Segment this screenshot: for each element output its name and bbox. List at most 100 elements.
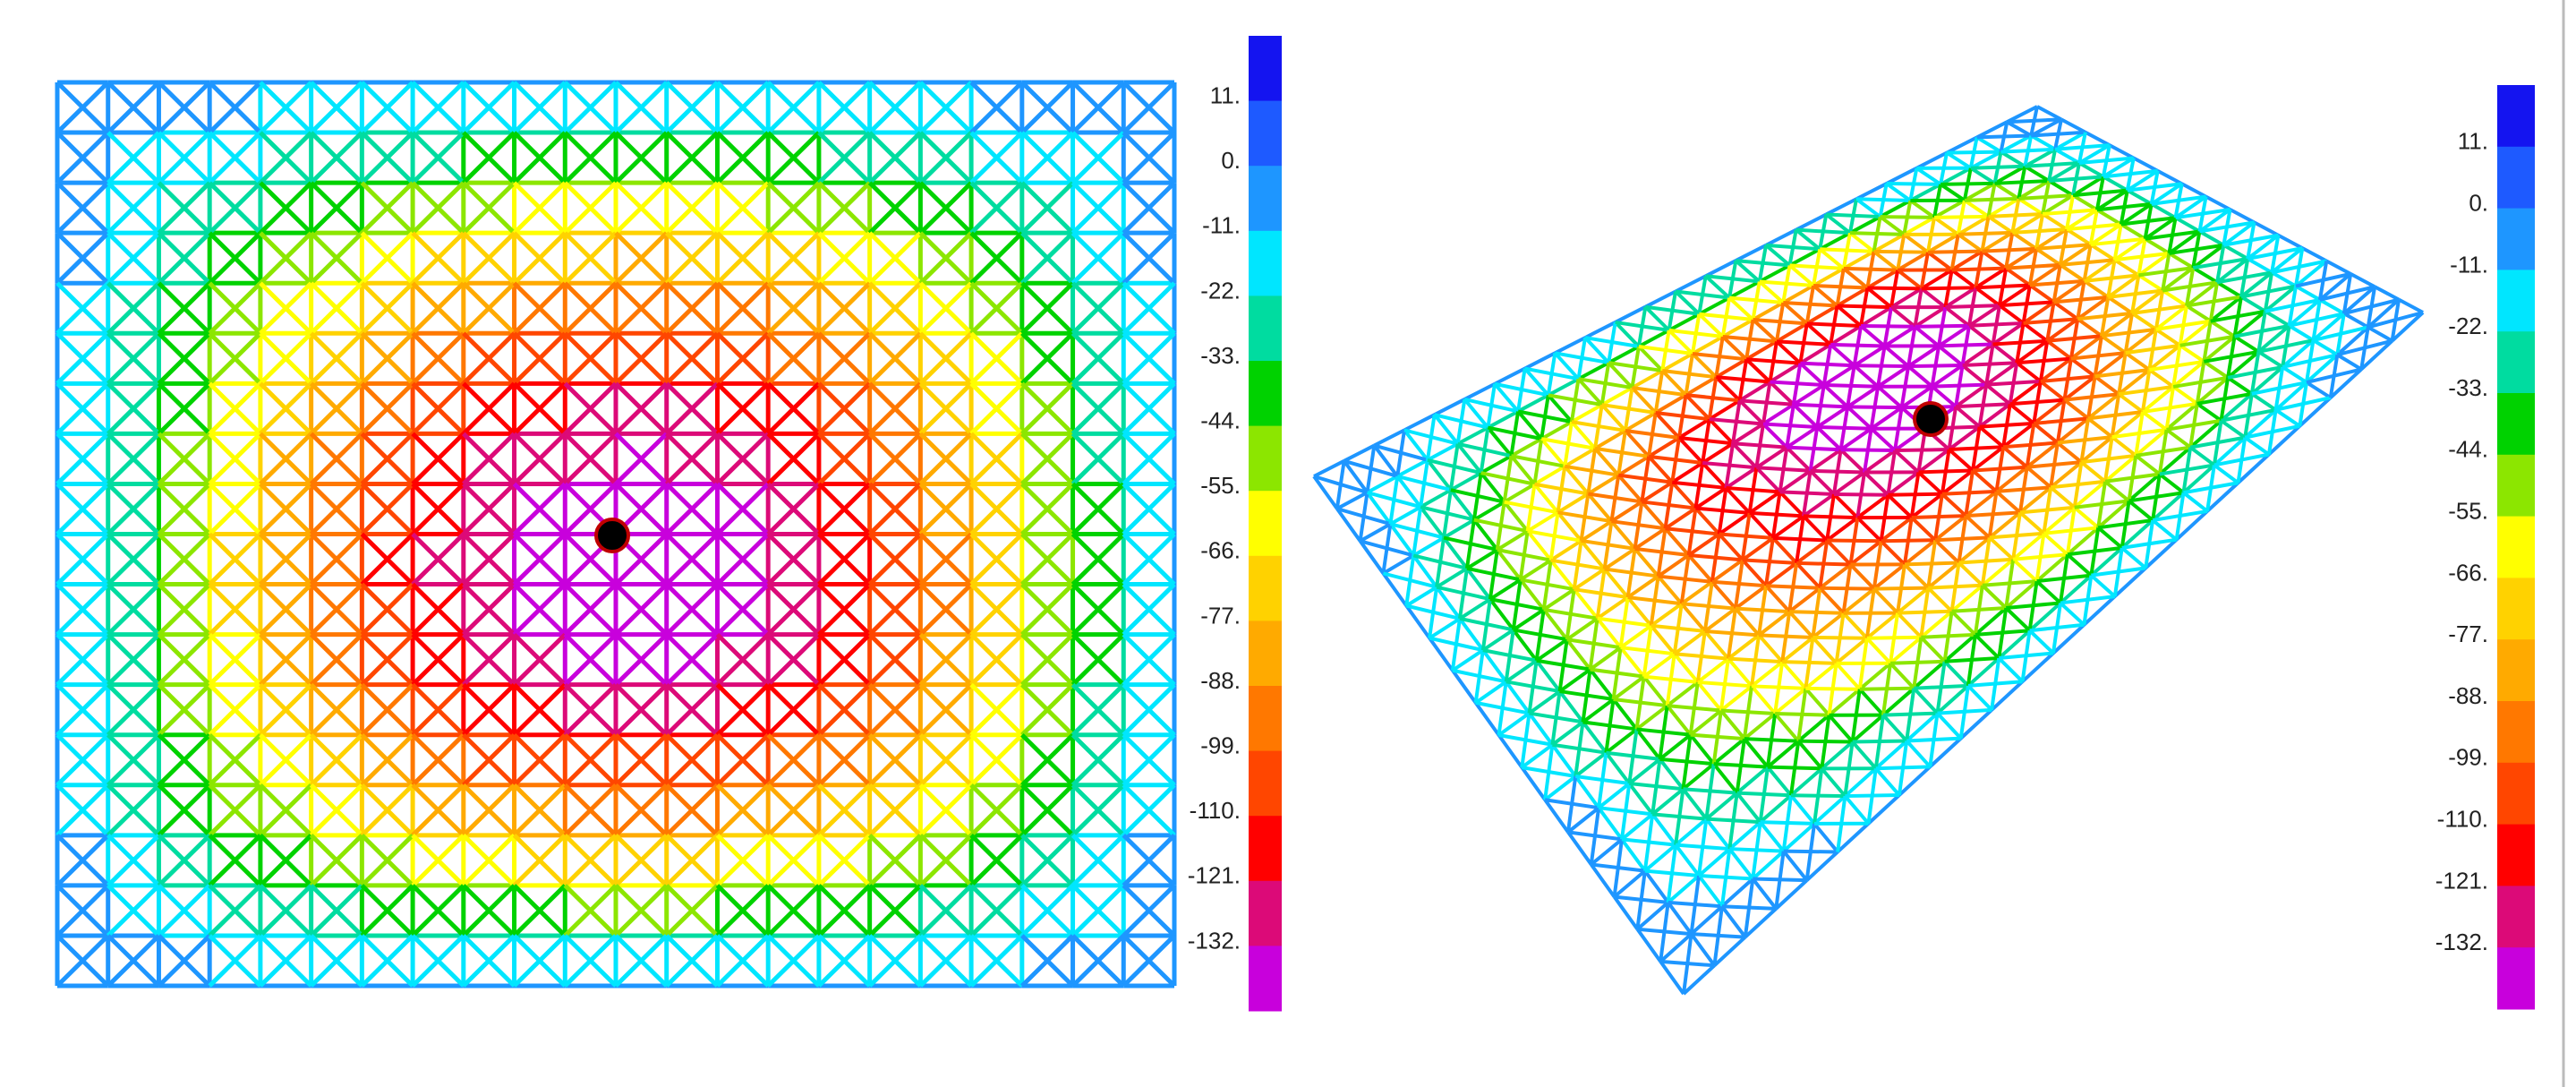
marker [1913, 401, 1949, 437]
member [1974, 251, 1984, 288]
member [1887, 470, 1920, 497]
member [360, 281, 414, 336]
member [2374, 285, 2401, 302]
member [2171, 385, 2198, 406]
member [1987, 491, 1999, 538]
member [1839, 427, 1872, 451]
member [1885, 182, 1912, 202]
member [1710, 558, 1744, 584]
member [1576, 337, 1587, 380]
member [1365, 445, 1377, 493]
member [1971, 426, 1982, 471]
member [157, 532, 211, 586]
member [1676, 394, 1688, 439]
member [2056, 441, 2083, 464]
member [1690, 904, 1724, 936]
member [1512, 608, 1545, 632]
member [55, 934, 110, 988]
member [1580, 539, 1607, 570]
member [1631, 369, 1664, 389]
member [1805, 304, 1838, 326]
member [1718, 511, 1751, 536]
member [1682, 933, 1693, 995]
member [2147, 329, 2158, 371]
member [2043, 506, 2076, 535]
member [2182, 491, 2209, 513]
member [106, 732, 161, 787]
member [2239, 270, 2273, 299]
member [1673, 653, 1700, 684]
member [309, 732, 364, 787]
member [157, 181, 211, 235]
member [2107, 295, 2134, 315]
member [1458, 617, 1485, 652]
member [106, 231, 161, 286]
member [1702, 581, 1714, 632]
member [2274, 408, 2301, 428]
member [2017, 166, 2027, 200]
member [1701, 418, 1711, 464]
member [2236, 437, 2248, 484]
member [1986, 183, 1997, 218]
member [918, 783, 973, 837]
colorbar-band [2497, 947, 2535, 1010]
member [1889, 636, 1923, 665]
member [106, 381, 161, 436]
member [55, 783, 110, 837]
member [2058, 228, 2068, 266]
member [512, 532, 567, 586]
member [1451, 648, 1484, 672]
member [1627, 729, 1639, 784]
member [2161, 266, 2195, 293]
member [1744, 357, 1771, 383]
member [1961, 364, 1988, 387]
member [1403, 413, 1436, 432]
member [1758, 280, 1785, 304]
member [1984, 361, 2018, 387]
member [360, 381, 414, 436]
member [1488, 578, 1522, 601]
member [2111, 435, 2137, 458]
member [1799, 343, 1832, 365]
member [512, 884, 567, 937]
member [1872, 216, 1882, 252]
member [1517, 393, 1549, 414]
member [2359, 339, 2393, 371]
member [2165, 428, 2192, 449]
member [1020, 331, 1075, 386]
member [1528, 689, 1561, 715]
member [1389, 505, 1422, 526]
member [1689, 932, 1717, 967]
member [1782, 822, 1816, 853]
member [1677, 417, 1710, 440]
member [2018, 510, 2045, 535]
member [2049, 460, 2083, 489]
member [2010, 198, 2021, 234]
member [2016, 339, 2049, 364]
member [2197, 196, 2208, 232]
legend-label: -55. [1200, 472, 1241, 499]
member [664, 632, 720, 687]
member [2086, 376, 2097, 419]
member [1574, 722, 1585, 777]
member [1335, 460, 1346, 509]
member [1425, 414, 1437, 461]
member [1020, 532, 1075, 586]
member [1830, 324, 1863, 347]
member [2094, 374, 2120, 396]
member [1950, 249, 1983, 272]
member [1428, 617, 1462, 640]
colorbar-band [1249, 880, 1282, 946]
member [360, 131, 414, 184]
member [1627, 782, 1654, 816]
member [2198, 208, 2231, 234]
member [1819, 562, 1852, 590]
member [2083, 279, 2110, 299]
member [766, 532, 821, 586]
member [2158, 472, 2185, 494]
member [1914, 305, 1947, 329]
member [969, 783, 1024, 837]
member [55, 482, 110, 536]
member [1557, 638, 1569, 692]
member [411, 532, 465, 586]
